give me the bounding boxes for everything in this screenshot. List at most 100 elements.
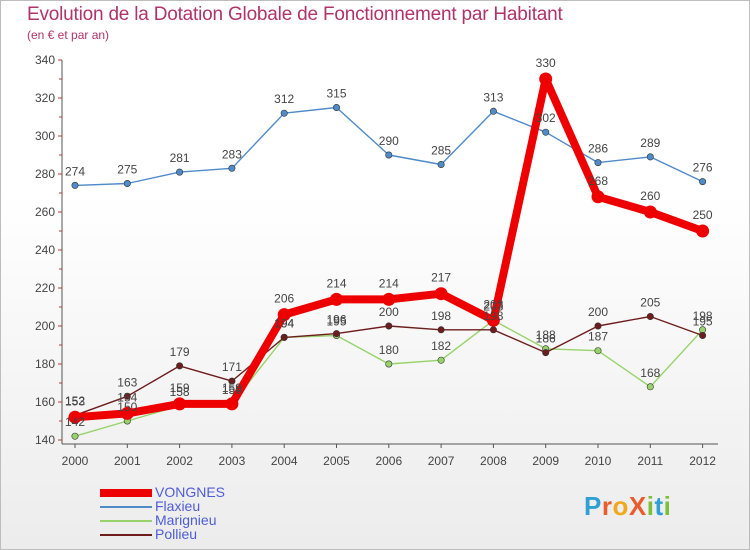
data-label: 180 bbox=[379, 343, 399, 357]
y-tick-label: 300 bbox=[35, 129, 55, 143]
data-label: 290 bbox=[379, 134, 399, 148]
logo-letter: t bbox=[654, 491, 664, 521]
data-label: 195 bbox=[326, 315, 346, 329]
logo-letter: X bbox=[628, 491, 647, 521]
proxiti-logo: ProXiti bbox=[584, 491, 671, 522]
y-tick-label: 340 bbox=[35, 53, 55, 67]
data-point bbox=[591, 190, 605, 204]
data-point bbox=[594, 322, 602, 330]
x-tick-label: 2004 bbox=[271, 454, 298, 468]
data-point bbox=[385, 322, 393, 330]
data-point bbox=[176, 168, 184, 176]
data-label: 154 bbox=[117, 390, 137, 404]
data-point bbox=[646, 153, 654, 161]
data-point bbox=[646, 383, 654, 391]
data-label: 158 bbox=[170, 385, 190, 399]
x-tick-label: 2001 bbox=[114, 454, 141, 468]
legend-item-vongnes: VONGNES bbox=[100, 484, 320, 500]
data-label: 214 bbox=[326, 276, 346, 290]
data-label: 250 bbox=[693, 208, 713, 222]
x-tick-label: 2010 bbox=[585, 454, 612, 468]
data-label: 163 bbox=[117, 375, 137, 389]
data-label: 182 bbox=[431, 339, 451, 353]
legend-label: Marignieu bbox=[155, 512, 217, 528]
data-label: 186 bbox=[536, 332, 556, 346]
chart-title: Evolution de la Dotation Globale de Fonc… bbox=[27, 4, 563, 25]
data-label: 187 bbox=[588, 330, 608, 344]
data-point bbox=[382, 292, 396, 306]
legend-swatch bbox=[100, 506, 152, 508]
legend-swatch bbox=[100, 489, 152, 497]
data-point bbox=[542, 128, 550, 136]
data-point bbox=[123, 180, 131, 188]
data-label: 275 bbox=[117, 163, 137, 177]
data-point bbox=[332, 104, 340, 112]
data-label: 198 bbox=[431, 309, 451, 323]
data-point bbox=[594, 347, 602, 355]
data-point bbox=[225, 397, 239, 411]
data-point bbox=[68, 410, 82, 424]
legend-item-pollieu: Pollieu bbox=[100, 526, 320, 542]
x-tick-label: 2000 bbox=[62, 454, 89, 468]
data-label: 198 bbox=[483, 309, 503, 323]
data-label: 281 bbox=[170, 151, 190, 165]
data-point bbox=[486, 313, 500, 327]
data-label: 206 bbox=[274, 292, 294, 306]
legend-item-flaxieu: Flaxieu bbox=[100, 498, 320, 514]
legend-label: Pollieu bbox=[155, 526, 198, 542]
data-label: 217 bbox=[431, 271, 451, 285]
data-label: 286 bbox=[588, 142, 608, 156]
data-point bbox=[123, 392, 131, 400]
y-tick-label: 260 bbox=[35, 205, 55, 219]
chart-subtitle: (en € et par an) bbox=[27, 28, 110, 42]
data-point bbox=[437, 326, 445, 334]
data-point bbox=[71, 432, 79, 440]
data-label: 200 bbox=[588, 305, 608, 319]
x-tick-label: 2007 bbox=[428, 454, 455, 468]
data-label: 200 bbox=[379, 305, 399, 319]
data-point bbox=[332, 330, 340, 338]
data-label: 330 bbox=[536, 56, 556, 70]
x-tick-label: 2011 bbox=[637, 454, 663, 468]
data-point bbox=[699, 178, 707, 186]
data-point bbox=[434, 287, 448, 301]
data-label: 315 bbox=[326, 87, 346, 101]
data-point bbox=[699, 331, 707, 339]
y-tick-label: 140 bbox=[35, 433, 55, 447]
data-point bbox=[176, 362, 184, 370]
data-label: 203 bbox=[483, 299, 503, 313]
x-tick-label: 2005 bbox=[323, 454, 350, 468]
x-tick-label: 2008 bbox=[480, 454, 507, 468]
data-label: 274 bbox=[65, 164, 85, 178]
logo-letter: i bbox=[646, 491, 655, 521]
data-label: 179 bbox=[170, 345, 190, 359]
data-point bbox=[539, 72, 553, 86]
y-tick-label: 180 bbox=[35, 357, 55, 371]
data-label: 260 bbox=[640, 189, 660, 203]
data-label: 214 bbox=[379, 276, 399, 290]
data-point bbox=[594, 159, 602, 167]
legend-label: Flaxieu bbox=[155, 498, 201, 514]
data-label: 159 bbox=[222, 381, 242, 395]
data-point bbox=[71, 181, 79, 189]
data-point bbox=[385, 151, 393, 159]
data-label: 283 bbox=[222, 147, 242, 161]
data-label: 312 bbox=[274, 92, 294, 106]
legend-swatch bbox=[100, 520, 152, 522]
data-label: 198 bbox=[693, 309, 713, 323]
y-tick-label: 280 bbox=[35, 167, 55, 181]
data-point bbox=[277, 308, 291, 322]
data-point bbox=[437, 161, 445, 169]
data-label: 205 bbox=[640, 296, 660, 310]
data-point bbox=[280, 109, 288, 117]
data-point bbox=[646, 312, 654, 320]
data-label: 268 bbox=[588, 174, 608, 188]
x-tick-label: 2006 bbox=[375, 454, 402, 468]
data-label: 289 bbox=[640, 136, 660, 150]
data-point bbox=[228, 164, 236, 172]
data-label: 152 bbox=[65, 394, 85, 408]
y-tick-label: 320 bbox=[35, 91, 55, 105]
data-point bbox=[330, 292, 343, 306]
legend-swatch bbox=[100, 534, 152, 536]
data-point bbox=[173, 397, 187, 411]
